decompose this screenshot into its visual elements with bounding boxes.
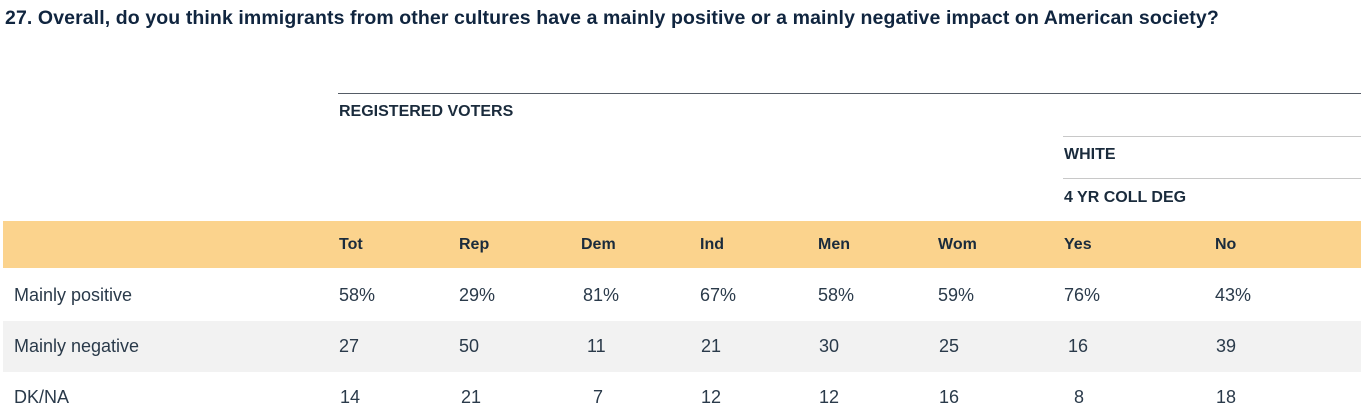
cell-tot: 27 [339,336,360,356]
cell-dem: 11 [587,336,606,356]
cell-no: 43% [1215,285,1252,305]
college-label: 4 YR COLL DEG [1064,189,1187,206]
cell-men: 30 [819,336,840,356]
cell-no: 18 [1216,387,1237,407]
column-header-dem: Dem [581,236,616,253]
cell-tot: 14 [340,387,361,407]
column-header-wom: Wom [938,236,977,253]
cell-dem: 81% [583,285,620,305]
cell-yes: 16 [1068,336,1089,356]
cell-rep: 29% [459,285,496,305]
college-rule [1063,178,1361,179]
column-header-rep: Rep [459,236,490,253]
table-row-dk-na: DK/NA 14 21 7 12 12 16 8 18 [3,372,1361,415]
row-label: Mainly positive [14,285,133,305]
cell-no: 39 [1216,336,1237,356]
cell-men: 12 [819,387,840,407]
registered-voters-label: REGISTERED VOTERS [339,103,514,120]
cell-wom: 16 [939,387,960,407]
cell-yes: 76% [1064,285,1101,305]
cell-tot: 58% [339,285,376,305]
cell-ind: 21 [701,336,722,356]
column-header-tot: Tot [339,236,363,253]
column-header-no: No [1215,236,1237,253]
column-header-men: Men [818,236,850,253]
table-row-mainly-negative: Mainly negative 27 50 11 21 30 25 16 39 [3,321,1361,372]
question-title: 27. Overall, do you think immigrants fro… [5,7,1219,29]
cell-wom: 59% [938,285,975,305]
row-label: DK/NA [14,387,70,407]
table-row-mainly-positive: Mainly positive 58% 29% 81% 67% 58% 59% … [3,270,1361,321]
white-label: WHITE [1064,146,1116,163]
column-header-yes: Yes [1064,236,1092,253]
column-header-band [3,221,1361,268]
cell-yes: 8 [1074,387,1085,407]
registered-voters-rule [338,93,1361,94]
white-rule [1063,136,1361,137]
cell-rep: 50 [459,336,480,356]
cell-men: 58% [818,285,855,305]
column-header-ind: Ind [700,236,724,253]
row-label: Mainly negative [14,336,140,356]
cell-dem: 7 [593,387,604,407]
cell-ind: 67% [700,285,737,305]
cell-ind: 12 [701,387,722,407]
cell-rep: 21 [461,387,482,407]
cell-wom: 25 [939,336,960,356]
